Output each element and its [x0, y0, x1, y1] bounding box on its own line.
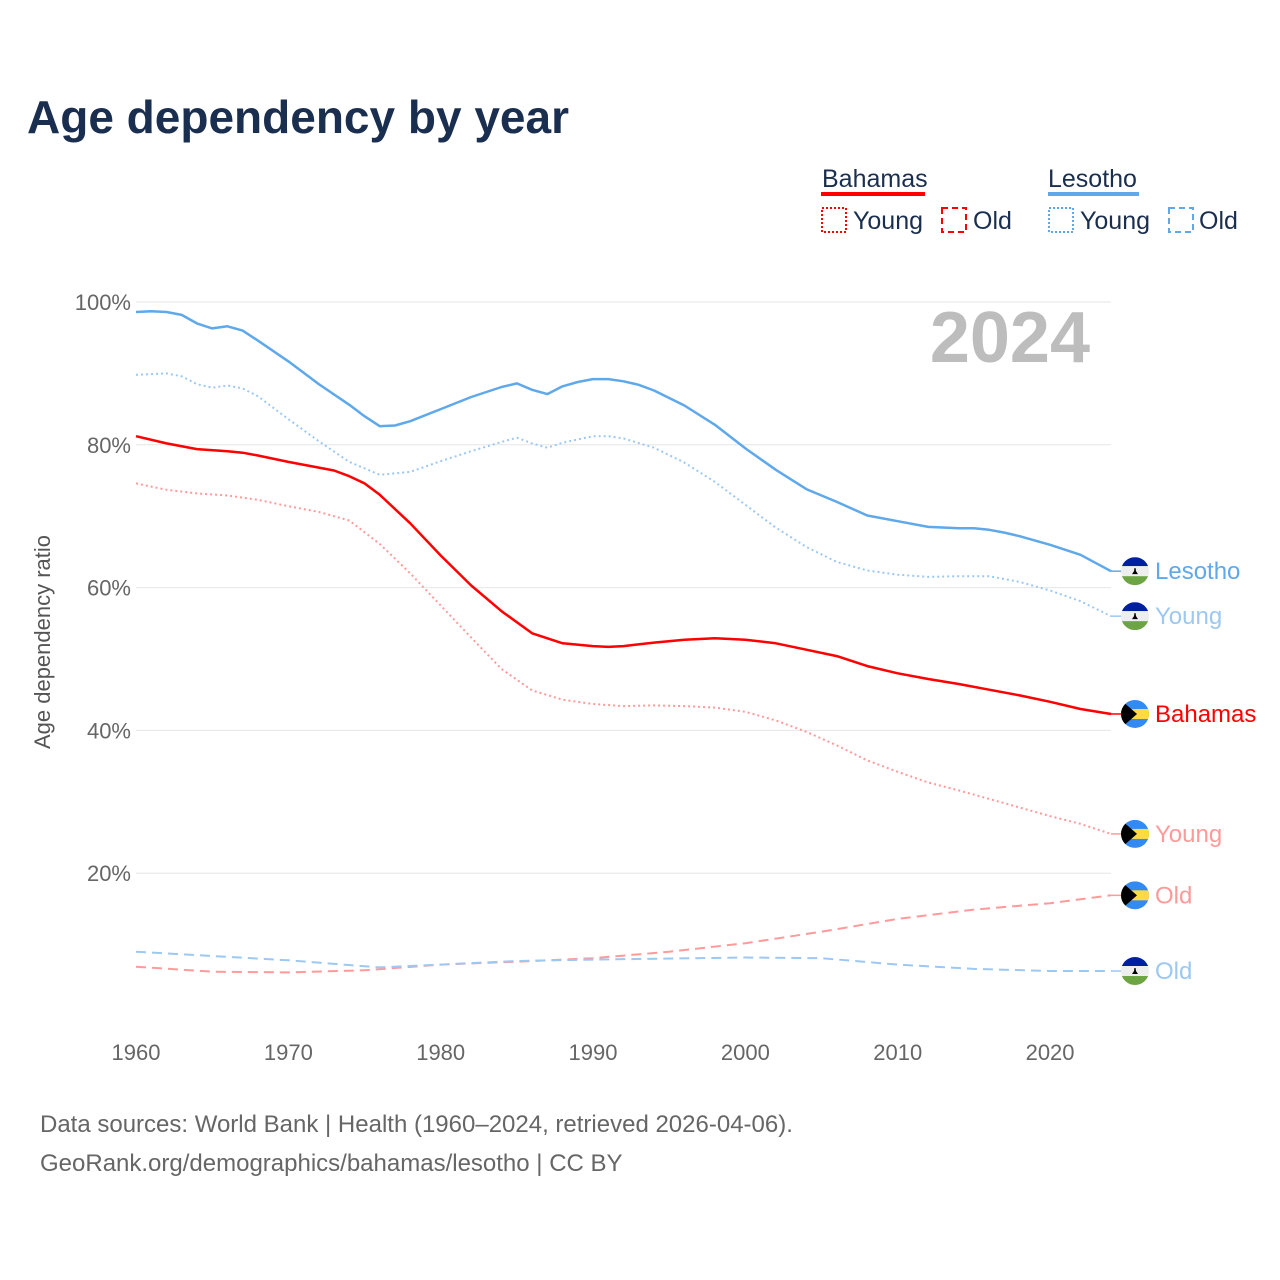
flag-stripe	[1121, 621, 1149, 631]
end-label: Lesotho	[1155, 558, 1240, 585]
flag-hat	[1132, 613, 1138, 620]
legend-lesotho-young-label[interactable]: Young	[1080, 207, 1150, 235]
x-tick-label: 1980	[416, 1040, 465, 1065]
flag-hat	[1132, 968, 1138, 975]
legend-lesotho-old-label[interactable]: Old	[1199, 207, 1238, 235]
y-tick-label: 100%	[75, 290, 131, 315]
end-label: Old	[1155, 882, 1192, 909]
legend-lesotho-young-swatch	[1048, 207, 1074, 233]
source-line-2[interactable]: GeoRank.org/demographics/bahamas/lesotho…	[40, 1150, 623, 1177]
legend-bahamas-young-label[interactable]: Young	[853, 207, 923, 235]
flag-stripe	[1121, 976, 1149, 986]
lesotho-flag-icon	[1121, 957, 1149, 986]
series-line-lesotho	[135, 310, 1112, 573]
y-tick-label: 60%	[87, 576, 131, 601]
series-line-lesotho-young	[135, 372, 1112, 618]
flag-stripe	[1121, 576, 1149, 586]
source-line-1: Data sources: World Bank | Health (1960–…	[40, 1111, 793, 1138]
end-label-group: Lesotho	[1121, 557, 1240, 586]
y-axis-label: Age dependency ratio	[30, 535, 55, 749]
end-labels: Lesotho Young Bahamas Young Old Old	[1111, 557, 1256, 986]
legend-bahamas-young-swatch	[821, 207, 847, 233]
series-line-bahamas-old	[135, 894, 1112, 974]
series-line-lesotho-old	[135, 950, 1111, 972]
year-watermark: 2024	[930, 298, 1090, 378]
legend-lesotho-label[interactable]: Lesotho	[1048, 165, 1137, 193]
x-tick-label: 2010	[873, 1040, 922, 1065]
legend: Bahamas Young Old Lesotho Young Old	[821, 165, 1238, 235]
bahamas-flag-icon	[1121, 819, 1149, 848]
end-label-group: Young	[1121, 819, 1222, 848]
end-label-group: Bahamas	[1121, 699, 1256, 728]
flag-hat	[1132, 568, 1138, 575]
y-tick-label: 20%	[87, 861, 131, 886]
end-label: Young	[1155, 821, 1222, 848]
flag-triangle	[1121, 819, 1137, 848]
y-tick-label: 80%	[87, 433, 131, 458]
flag-stripe	[1121, 602, 1149, 612]
series-line-bahamas	[135, 434, 1112, 716]
legend-bahamas-old-swatch	[941, 207, 967, 233]
chart-title: Age dependency by year	[27, 91, 569, 143]
end-label-group: Old	[1121, 881, 1192, 910]
x-axis-ticks: 1960 1970 1980 1990 2000 2010 2020	[112, 1040, 1075, 1065]
flag-stripe	[1121, 557, 1149, 567]
y-axis-ticks: 20% 40% 60% 80% 100%	[75, 290, 131, 886]
legend-lesotho-swatch	[1048, 192, 1139, 196]
flag-stripe	[1121, 957, 1149, 967]
end-label: Old	[1155, 958, 1192, 985]
x-tick-label: 2000	[721, 1040, 770, 1065]
legend-lesotho-old-swatch	[1168, 207, 1194, 233]
series-line-bahamas-young	[135, 482, 1112, 835]
legend-bahamas-swatch	[821, 192, 925, 196]
end-label: Young	[1155, 603, 1222, 630]
end-label: Bahamas	[1155, 701, 1256, 728]
grid	[136, 301, 1111, 874]
end-label-group: Young	[1121, 602, 1222, 631]
end-label-group: Old	[1121, 957, 1192, 986]
bahamas-flag-icon	[1121, 699, 1149, 728]
flag-triangle	[1121, 881, 1137, 910]
legend-bahamas-old-label[interactable]: Old	[973, 207, 1012, 235]
series-lines	[135, 310, 1112, 974]
x-tick-label: 1990	[569, 1040, 618, 1065]
x-tick-label: 1970	[264, 1040, 313, 1065]
x-tick-label: 2020	[1026, 1040, 1075, 1065]
flag-triangle	[1121, 699, 1137, 728]
bahamas-flag-icon	[1121, 881, 1149, 910]
lesotho-flag-icon	[1121, 557, 1149, 586]
legend-bahamas-label[interactable]: Bahamas	[822, 165, 928, 193]
y-tick-label: 40%	[87, 718, 131, 743]
x-tick-label: 1960	[112, 1040, 161, 1065]
lesotho-flag-icon	[1121, 602, 1149, 631]
